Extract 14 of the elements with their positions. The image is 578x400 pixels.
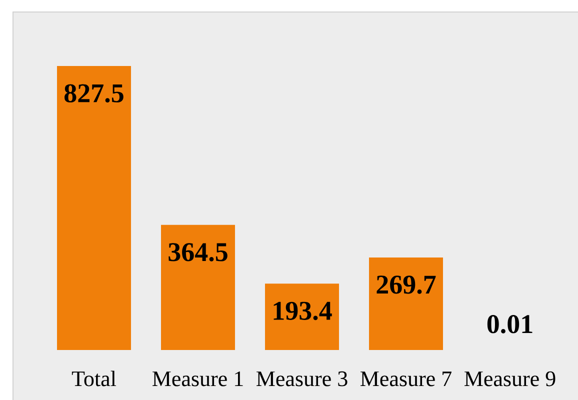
- bar: [57, 66, 132, 350]
- bar: [161, 224, 236, 350]
- x-tick-label: Measure 7: [360, 372, 452, 386]
- data-label: 269.7: [376, 276, 436, 294]
- x-tick-label: Measure 1: [152, 371, 243, 386]
- bar: [369, 257, 443, 350]
- bar: [265, 284, 340, 350]
- x-tick-label: Total: [72, 370, 116, 386]
- data-label: 193.4: [274, 302, 332, 320]
- x-tick-label: Measure 9: [464, 371, 556, 386]
- data-label: 364.5: [168, 243, 228, 262]
- data-label: 0.01: [487, 315, 532, 334]
- x-tick-label: Measure 3: [256, 371, 348, 386]
- data-label: 827.5: [64, 84, 124, 103]
